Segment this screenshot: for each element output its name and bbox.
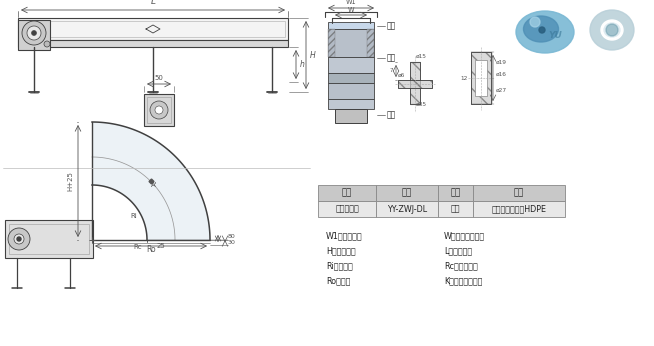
Text: 30: 30 [228, 239, 236, 245]
Text: 白色: 白色 [451, 204, 460, 213]
Text: L：机身长度: L：机身长度 [444, 246, 472, 255]
Bar [367, 29, 374, 57]
Ellipse shape [601, 20, 623, 40]
Bar [18, 18, 288, 40]
Text: Ro: Ro [146, 245, 156, 254]
Text: 名称: 名称 [342, 189, 352, 198]
Bar [398, 80, 432, 88]
Text: Rc：中心半径: Rc：中心半径 [444, 261, 478, 270]
Bar [5, 220, 93, 258]
Bar [18, 20, 50, 50]
Bar [328, 22, 374, 29]
Text: Ri: Ri [130, 213, 137, 219]
Circle shape [22, 21, 46, 45]
Text: Ro：外径: Ro：外径 [326, 276, 351, 285]
Bar [144, 94, 174, 126]
Bar [328, 57, 374, 73]
Circle shape [44, 41, 50, 47]
Circle shape [530, 17, 540, 27]
Bar [438, 201, 473, 217]
Text: ø6: ø6 [398, 73, 405, 78]
Bar [328, 29, 374, 57]
Text: ø35: ø35 [416, 102, 427, 107]
Bar [328, 83, 374, 99]
Text: 7: 7 [390, 69, 393, 73]
Circle shape [31, 30, 37, 36]
Bar [438, 185, 473, 201]
Bar [328, 99, 374, 109]
Text: W1：机身宽度: W1：机身宽度 [326, 231, 362, 240]
Ellipse shape [523, 16, 559, 42]
Text: 50: 50 [154, 75, 164, 81]
Text: L: L [150, 0, 156, 6]
Circle shape [606, 24, 618, 36]
Bar [335, 109, 367, 123]
Text: 转弯机导轮: 转弯机导轮 [335, 204, 359, 213]
Text: 材质: 材质 [514, 189, 524, 198]
Text: 12: 12 [460, 75, 468, 81]
Circle shape [539, 27, 545, 33]
Bar [410, 62, 420, 104]
Text: H: H [310, 51, 316, 60]
Text: 规格: 规格 [402, 189, 412, 198]
Circle shape [155, 106, 163, 114]
Bar [18, 18, 288, 40]
Text: ø27: ø27 [496, 88, 507, 93]
Text: 80: 80 [228, 234, 235, 238]
Bar [18, 40, 288, 47]
Text: W1: W1 [346, 0, 356, 5]
Text: 支腿: 支腿 [387, 110, 396, 119]
Text: 机身: 机身 [387, 54, 396, 63]
Text: ø19: ø19 [496, 60, 507, 65]
Bar [398, 80, 432, 88]
Text: ø16: ø16 [496, 72, 507, 77]
Circle shape [17, 237, 21, 241]
Bar [473, 201, 565, 217]
Ellipse shape [590, 10, 634, 50]
Bar [471, 52, 491, 104]
Text: h: h [300, 60, 305, 69]
Bar [376, 201, 438, 217]
Bar [9, 224, 89, 254]
Bar [21, 21, 285, 37]
Circle shape [8, 228, 30, 250]
Text: YY-ZWJ-DL: YY-ZWJ-DL [387, 204, 427, 213]
Text: W: W [348, 7, 354, 13]
Polygon shape [92, 122, 210, 240]
Bar [318, 201, 376, 217]
Text: YU: YU [548, 31, 562, 40]
Bar [410, 62, 420, 104]
Bar [471, 52, 491, 104]
Text: A': A' [151, 182, 158, 188]
Bar [147, 97, 171, 123]
Bar [328, 29, 335, 57]
Text: 25: 25 [156, 243, 165, 249]
Text: H：机身高度: H：机身高度 [326, 246, 356, 255]
Bar [318, 185, 376, 201]
Text: 超高分子聚乙烯HDPE: 超高分子聚乙烯HDPE [492, 204, 547, 213]
Circle shape [14, 234, 24, 244]
Text: H+25: H+25 [67, 171, 73, 191]
Ellipse shape [516, 11, 574, 53]
Text: Ri：内半径: Ri：内半径 [326, 261, 353, 270]
Text: K：输送台面厚度: K：输送台面厚度 [444, 276, 483, 285]
Text: 颜色: 颜色 [451, 189, 460, 198]
Bar [473, 185, 565, 201]
Text: ø15: ø15 [416, 54, 427, 59]
Circle shape [27, 26, 41, 40]
Text: 皮带: 皮带 [387, 21, 396, 30]
Circle shape [150, 101, 168, 119]
Text: Rc: Rc [133, 244, 142, 250]
Bar [18, 40, 288, 47]
Text: W：皮带有效宽度: W：皮带有效宽度 [444, 231, 485, 240]
Bar [475, 60, 487, 96]
Bar [328, 73, 374, 83]
Ellipse shape [604, 23, 620, 37]
Bar [376, 185, 438, 201]
